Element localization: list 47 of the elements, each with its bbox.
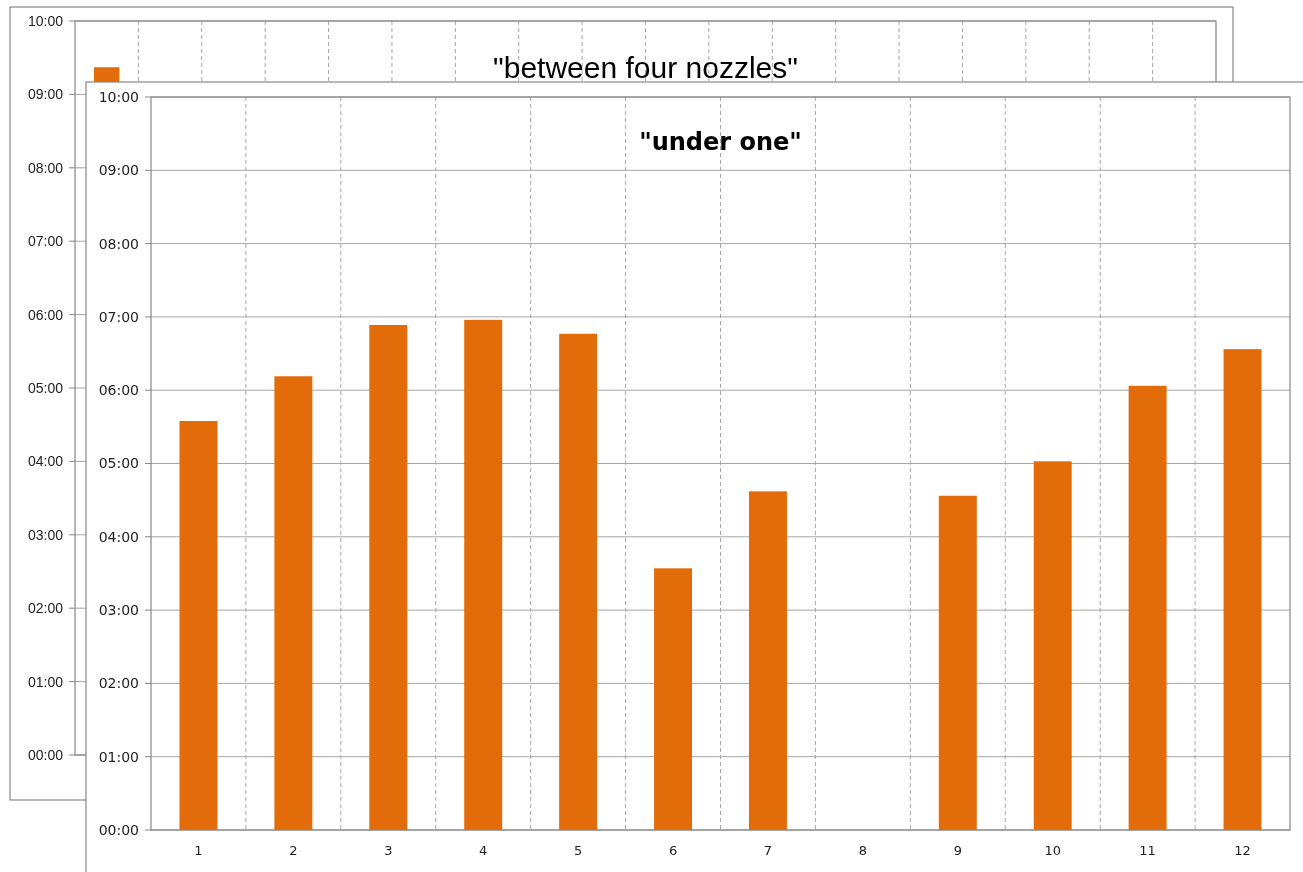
y-tick-label: 08:00 [27, 159, 64, 176]
text: "between four nozzles" [493, 51, 798, 84]
x-tick-label: 6 [668, 843, 678, 858]
y-tick-label: 05:00 [98, 455, 139, 472]
text: "under one" [639, 128, 802, 156]
x-tick-label: 2 [289, 843, 298, 858]
y-tick-label: 00:00 [27, 746, 64, 763]
x-tick-label: 1 [194, 843, 203, 858]
y-tick-label: 06:00 [27, 306, 64, 323]
y-tick-label: 06:00 [98, 382, 139, 399]
y-tick-label: 10:00 [27, 12, 64, 29]
bar [1223, 349, 1262, 830]
y-tick-label: 03:00 [27, 526, 64, 543]
y-tick-label: 02:00 [27, 600, 64, 617]
bar [1128, 385, 1167, 830]
y-tick-label: 04:00 [98, 528, 139, 545]
y-tick-label: 08:00 [98, 235, 139, 252]
y-tick-label: 03:00 [98, 602, 139, 618]
bar [1033, 461, 1072, 830]
x-tick-label: 3 [384, 843, 393, 858]
bar [748, 491, 787, 830]
bar [938, 495, 977, 830]
y-tick-label: 02:00 [98, 675, 139, 692]
y-tick-label: 09:00 [27, 86, 64, 103]
x-tick-label: 10 [1044, 843, 1061, 858]
bar [559, 333, 598, 830]
x-tick-label: 4 [479, 843, 488, 858]
bar [369, 324, 408, 830]
x-tick-label: 8 [858, 843, 868, 858]
y-tick-label: 01:00 [27, 673, 64, 690]
bar [464, 319, 503, 830]
y-tick-label: 10:00 [98, 88, 139, 105]
y-tick-label: 07:00 [27, 233, 64, 250]
x-tick-label: 12 [1234, 843, 1251, 858]
y-tick-label: 04:00 [27, 453, 64, 470]
x-tick-label: 5 [573, 843, 583, 858]
y-tick-label: 01:00 [98, 748, 139, 765]
x-tick-label: 7 [763, 843, 773, 858]
x-tick-label: 9 [953, 843, 962, 858]
x-tick-label: 11 [1139, 843, 1156, 858]
y-tick-label: 05:00 [27, 379, 64, 396]
y-tick-label: 00:00 [98, 821, 139, 838]
bar [654, 568, 693, 830]
y-tick-label: 07:00 [98, 308, 139, 325]
bar [179, 420, 218, 830]
y-tick-label: 09:00 [98, 162, 139, 179]
bar [274, 376, 313, 830]
